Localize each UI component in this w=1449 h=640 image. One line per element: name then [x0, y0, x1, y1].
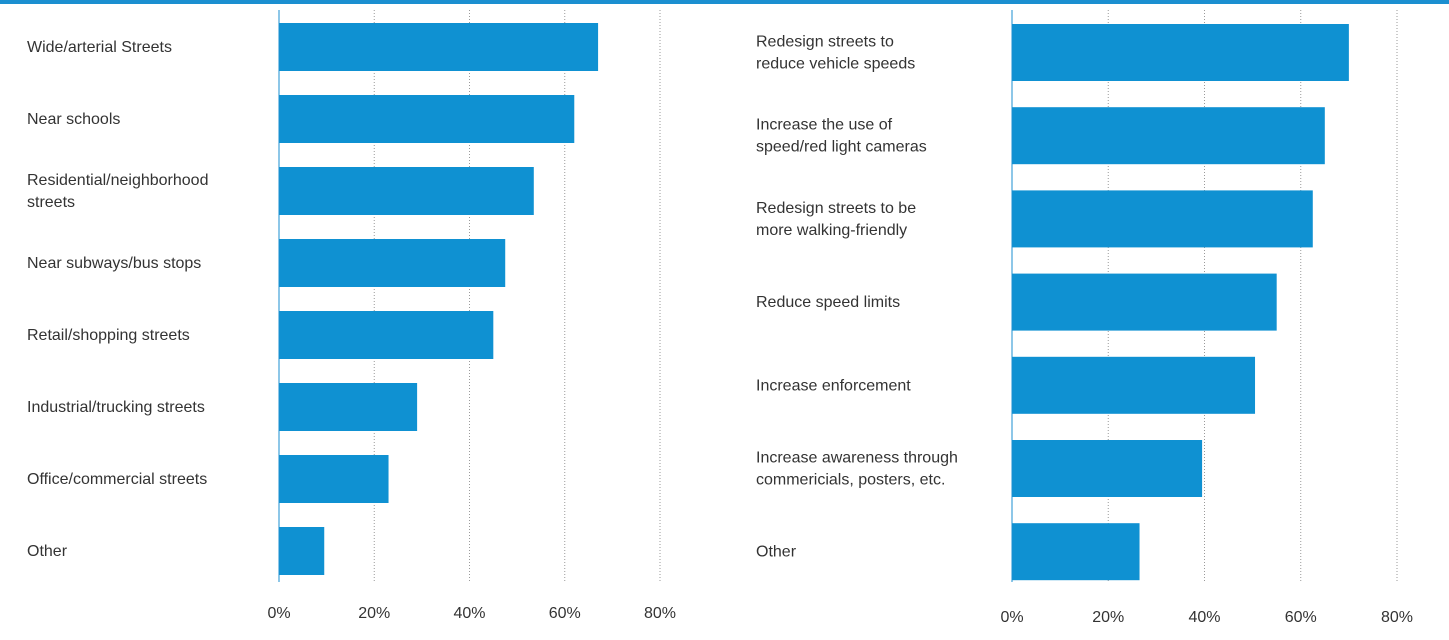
left-tick-label-2: 40%	[453, 605, 485, 622]
right-bar-4	[1012, 356, 1256, 414]
left-bar-0	[279, 23, 599, 71]
right-tick-label-0: 0%	[1000, 609, 1023, 626]
right-bar-5	[1012, 440, 1203, 497]
left-tick-label-4: 80%	[644, 605, 676, 622]
right-category-label-5: Increase awareness through commericials, …	[756, 450, 958, 489]
left-bar-7	[279, 527, 325, 575]
right-category-label-4: Increase enforcement	[756, 377, 911, 394]
left-bar-1	[279, 95, 575, 143]
top-accent-rule	[0, 0, 1449, 4]
right-category-label-1: Increase the use of speed/red light camer…	[756, 117, 927, 156]
left-category-label-7: Other	[27, 543, 68, 560]
left-tick-label-3: 60%	[549, 605, 581, 622]
left-bar-2	[279, 167, 534, 215]
right-tick-label-3: 60%	[1285, 609, 1317, 626]
left-bar-6	[279, 455, 389, 503]
right-bar-3	[1012, 273, 1277, 331]
left-tick-label-0: 0%	[267, 605, 290, 622]
left-category-label-4: Retail/shopping streets	[27, 327, 190, 344]
right-tick-label-4: 80%	[1381, 609, 1413, 626]
right-category-label-6: Other	[756, 544, 797, 561]
left-bar-3	[279, 239, 506, 287]
left-category-label-6: Office/commercial streets	[27, 471, 207, 488]
left-category-label-2: Residential/neighborhood streets	[27, 172, 208, 211]
right-bar-1	[1012, 107, 1325, 165]
right-bar-2	[1012, 190, 1313, 248]
right-category-label-0: Redesign streets to reduce vehicle speeds	[756, 34, 915, 73]
left-bar-5	[279, 383, 418, 431]
left-category-label-1: Near schools	[27, 111, 120, 128]
chart-left: 0% 20% 40% 60% 80% Wide/arterial Streets Near …	[27, 10, 676, 622]
left-category-label-3: Near subways/bus stops	[27, 255, 201, 272]
right-tick-label-1: 20%	[1092, 609, 1124, 626]
right-tick-label-2: 40%	[1188, 609, 1220, 626]
right-category-label-3: Reduce speed limits	[756, 294, 900, 311]
left-bar-4	[279, 311, 494, 359]
right-bar-0	[1012, 24, 1349, 81]
right-bar-6	[1012, 523, 1140, 581]
left-category-label-5: Industrial/trucking streets	[27, 399, 205, 416]
left-tick-label-1: 20%	[358, 605, 390, 622]
left-category-label-0: Wide/arterial Streets	[27, 39, 172, 56]
chart-right: 0% 20% 40% 60% 80% Redesign streets to reduce …	[756, 10, 1413, 626]
right-category-label-2: Redesign streets to be more walking-frien…	[756, 200, 916, 239]
